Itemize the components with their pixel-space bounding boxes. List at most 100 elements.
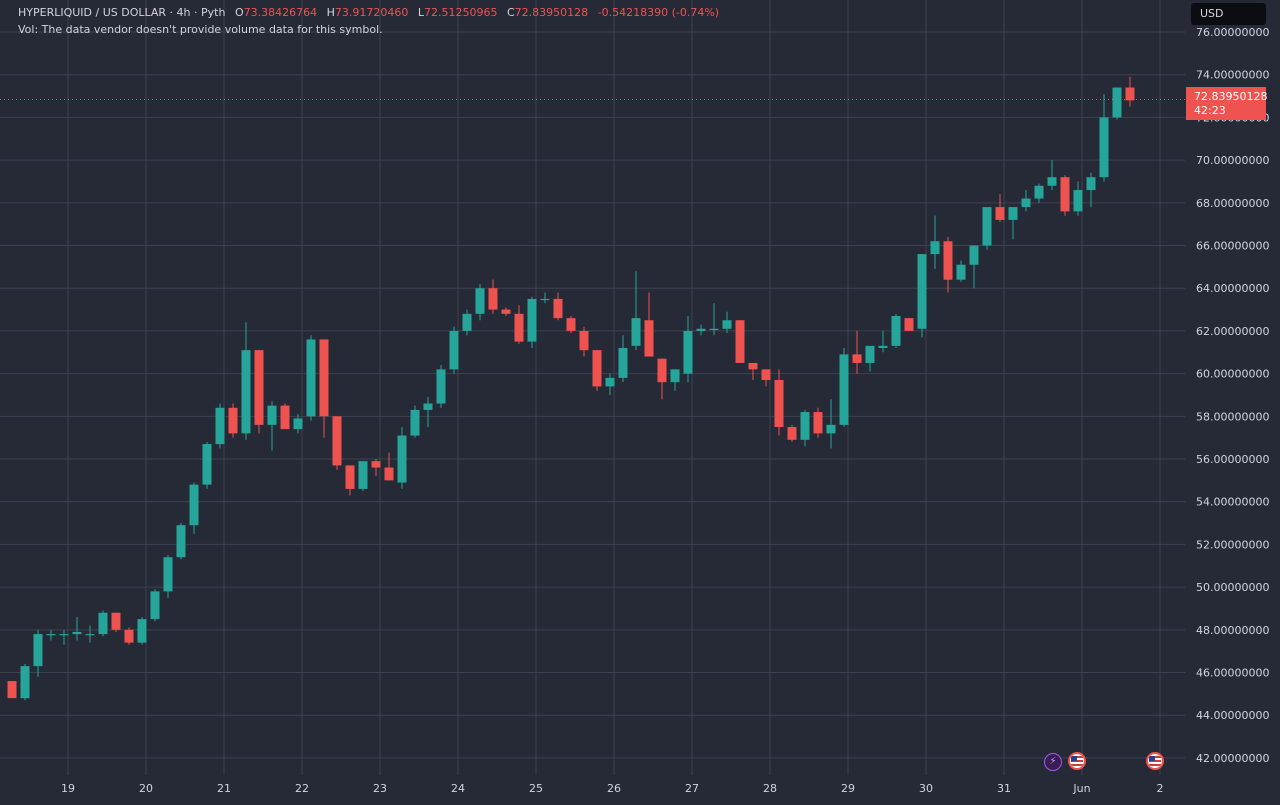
open-label: O — [234, 6, 244, 19]
price-tick-label: 56.00000000 — [1196, 453, 1269, 466]
candle-body — [787, 426, 797, 440]
candle-body — [865, 345, 875, 363]
candle-body — [852, 354, 862, 363]
candle-up — [98, 610, 108, 637]
candle-up — [1008, 207, 1018, 240]
candle-down — [579, 326, 589, 357]
candle-down — [280, 403, 290, 430]
candle-body — [735, 320, 745, 363]
candle-body — [670, 369, 680, 383]
candle-body — [553, 298, 563, 319]
time-axis[interactable]: 19 20 21 22 23 24 25 26 27 28 29 30 31 Jun 2 — [61, 782, 1164, 795]
candle-down — [1060, 175, 1070, 216]
currency-button[interactable]: USD — [1191, 3, 1266, 25]
candle-down — [488, 279, 498, 314]
candle-down — [644, 292, 654, 357]
candle-body — [345, 465, 355, 489]
candle-up — [1112, 87, 1122, 120]
candle-body — [176, 525, 186, 558]
price-tick-label: 42.00000000 — [1196, 752, 1269, 765]
candle-up — [709, 303, 719, 336]
candle-up — [202, 441, 212, 489]
us-flag-icon[interactable] — [1146, 752, 1164, 770]
candle-body — [969, 245, 979, 265]
candle-down — [319, 339, 329, 438]
candle-body — [410, 409, 420, 436]
candle-body — [592, 350, 602, 387]
candle-body — [423, 403, 433, 410]
candle-down — [501, 307, 511, 316]
candle-body — [163, 557, 173, 592]
time-tick-label: 2 — [1157, 782, 1164, 795]
candle-down — [592, 350, 602, 391]
candle-up — [631, 271, 641, 351]
candle-body — [540, 298, 550, 301]
time-tick-label: 24 — [451, 782, 465, 795]
candle-down — [514, 305, 524, 344]
price-axis[interactable]: 42.00000000 44.00000000 46.00000000 48.0000… — [1196, 26, 1269, 765]
time-tick-label: 27 — [685, 782, 699, 795]
candle-body — [1034, 185, 1044, 199]
time-tick-label: 26 — [607, 782, 621, 795]
candle-down — [111, 612, 121, 632]
candle-body — [995, 207, 1005, 220]
candle-up — [72, 617, 82, 641]
price-tick-label: 68.00000000 — [1196, 197, 1269, 210]
candle-body — [46, 634, 56, 636]
candle-body — [124, 629, 134, 643]
candle-body — [488, 288, 498, 310]
time-tick-label: 30 — [919, 782, 933, 795]
candle-body — [644, 320, 654, 357]
bolt-icon[interactable]: ⚡ — [1044, 753, 1062, 771]
candle-body — [150, 591, 160, 620]
candle-up — [397, 426, 407, 489]
candle-up — [527, 296, 537, 349]
candle-body — [462, 313, 472, 331]
price-tick-label: 64.00000000 — [1196, 282, 1269, 295]
candle-body — [605, 377, 615, 387]
candle-body — [1047, 177, 1057, 186]
price-tick-label: 48.00000000 — [1196, 624, 1269, 637]
candle-body — [878, 345, 888, 349]
candle-body — [215, 407, 225, 445]
symbol-title[interactable]: HYPERLIQUID / US DOLLAR · 4h · Pyth — [18, 6, 226, 19]
candle-body — [436, 369, 446, 404]
us-flag-icon[interactable] — [1068, 752, 1086, 770]
candle-body — [98, 612, 108, 635]
candle-down — [553, 292, 563, 321]
candle-body — [280, 405, 290, 430]
candle-body — [293, 418, 303, 430]
candle-up — [670, 369, 680, 391]
candle-up — [800, 409, 810, 447]
candle-up — [891, 313, 901, 349]
candle-up — [85, 625, 95, 643]
candle-body — [618, 348, 628, 378]
candle-body — [566, 318, 576, 331]
candle-down — [384, 452, 394, 481]
candle-up — [241, 322, 251, 440]
candle-up — [826, 399, 836, 449]
candle-body — [1125, 87, 1135, 101]
candle-body — [982, 207, 992, 246]
low-value: 72.51250965 — [424, 6, 498, 19]
candle-body — [1021, 198, 1031, 208]
candle-body — [358, 461, 368, 489]
candle-up — [46, 629, 56, 641]
candle-body — [137, 619, 147, 643]
volume-note: Vol: The data vendor doesn't provide vol… — [18, 23, 383, 36]
candle-up — [839, 348, 849, 427]
candle-body — [33, 634, 43, 667]
candle-up — [436, 365, 446, 408]
candle-body — [228, 407, 238, 434]
time-tick-label: 21 — [217, 782, 231, 795]
candle-up — [1021, 190, 1031, 212]
price-tick-label: 74.00000000 — [1196, 69, 1269, 82]
candle-down — [371, 459, 381, 477]
candle-body — [254, 350, 264, 425]
price-tick-label: 62.00000000 — [1196, 325, 1269, 338]
candle-body — [839, 354, 849, 425]
candle-body — [891, 315, 901, 346]
candle-body — [930, 241, 940, 255]
